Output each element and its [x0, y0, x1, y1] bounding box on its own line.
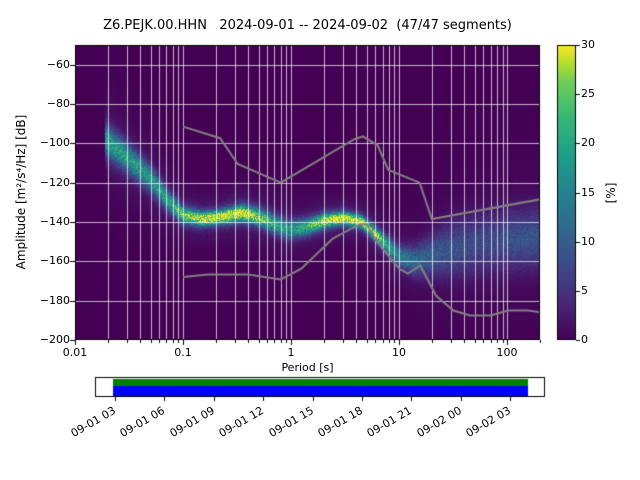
- colorbar-tick-label: 30: [581, 38, 595, 51]
- y-tick-label: −140: [39, 215, 70, 228]
- colorbar-tick-label: 15: [581, 186, 595, 199]
- colorbar-tick-label: 10: [581, 235, 595, 248]
- y-tick-label: −200: [39, 333, 70, 346]
- y-tick-label: −120: [39, 176, 70, 189]
- y-tick-label: −80: [46, 97, 70, 110]
- x-tick-label: 10: [392, 346, 406, 359]
- y-tick-label: −160: [39, 254, 70, 267]
- x-axis-label: Period [s]: [281, 361, 334, 374]
- x-tick-label: 0.01: [62, 346, 88, 359]
- y-axis-label: Amplitude [m²/s⁴/Hz] [dB]: [14, 114, 28, 270]
- y-tick-label: −60: [46, 58, 70, 71]
- colorbar-tick-label: 20: [581, 136, 595, 149]
- colorbar-tick-label: 0: [581, 333, 588, 346]
- y-tick-label: −180: [39, 294, 70, 307]
- x-tick-label: 0.1: [174, 346, 192, 359]
- x-tick-label: 1: [287, 346, 295, 359]
- colorbar-unit-label: [%]: [604, 182, 618, 204]
- y-tick-label: −100: [39, 136, 70, 149]
- plot-title: Z6.PEJK.00.HHN 2024-09-01 -- 2024-09-02 …: [103, 18, 512, 33]
- x-tick-label: 100: [496, 346, 518, 359]
- colorbar-tick-label: 25: [581, 87, 595, 100]
- colorbar-tick-label: 5: [581, 284, 588, 297]
